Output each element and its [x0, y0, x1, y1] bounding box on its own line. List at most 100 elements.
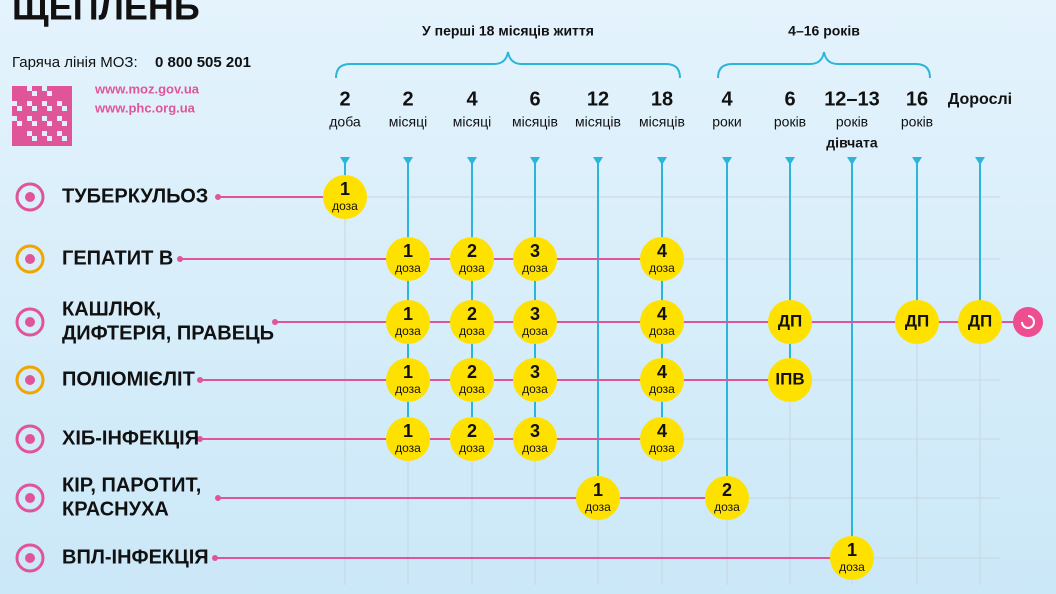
dose-number: 2: [722, 480, 732, 500]
qr-cell: [52, 91, 57, 96]
qr-cell: [12, 91, 17, 96]
dose-unit: доза: [332, 199, 358, 213]
dose-unit: доза: [585, 500, 611, 514]
qr-cell: [32, 141, 37, 146]
disease-icon: [25, 434, 35, 444]
qr-cell: [32, 86, 37, 91]
qr-cell: [27, 106, 32, 111]
qr-cell: [67, 111, 72, 116]
dose-unit: доза: [395, 382, 421, 396]
qr-cell: [47, 96, 52, 101]
disease-icon: [25, 493, 35, 503]
dose-circle: [513, 237, 557, 281]
dose-circle: [386, 237, 430, 281]
qr-cell: [52, 136, 57, 141]
qr-cell: [47, 126, 52, 131]
qr-cell: [37, 126, 42, 131]
column-number: Дорослі: [948, 91, 1012, 108]
dose-unit: доза: [522, 324, 548, 338]
continue-icon: [1013, 307, 1043, 337]
dose-number: 1: [403, 362, 413, 382]
dose-circle: [640, 417, 684, 461]
qr-cell: [52, 111, 57, 116]
disease-icon: [15, 543, 45, 573]
disease-label: ПОЛІОМІЄЛІТ: [62, 368, 195, 390]
qr-cell: [42, 91, 47, 96]
column-number: 6: [529, 88, 540, 110]
link[interactable]: www.phc.org.ua: [94, 100, 196, 115]
dose-label: ІПВ: [775, 369, 804, 388]
dose-circle: [576, 476, 620, 520]
qr-cell: [67, 101, 72, 106]
dose-unit: доза: [395, 441, 421, 455]
column-number: 2: [339, 88, 350, 110]
row-start: [212, 555, 218, 561]
row-start: [215, 495, 221, 501]
column-marker: [340, 157, 350, 165]
qr-cell: [27, 96, 32, 101]
qr-cell: [67, 116, 72, 121]
qr-cell: [42, 126, 47, 131]
dose-unit: доза: [649, 441, 675, 455]
column-number: 16: [906, 88, 928, 110]
disease-icon: [15, 365, 45, 395]
qr-cell: [27, 121, 32, 126]
qr-cell: [22, 96, 27, 101]
qr-cell: [37, 121, 42, 126]
dose-circle: [768, 300, 812, 344]
dose-circle: [450, 417, 494, 461]
dose-circle: [450, 358, 494, 402]
dose-number: 3: [530, 421, 540, 441]
column-number: 12–13: [824, 88, 880, 110]
dose-circle: [705, 476, 749, 520]
qr-cell: [12, 121, 17, 126]
qr-cell: [32, 131, 37, 136]
dose-circle: [895, 300, 939, 344]
dose-circle: [513, 417, 557, 461]
qr-cell: [27, 141, 32, 146]
qr-cell: [37, 91, 42, 96]
dose-number: 1: [403, 304, 413, 324]
row-start: [197, 377, 203, 383]
qr-cell: [32, 101, 37, 106]
qr-cell: [67, 86, 72, 91]
dose-number: 2: [467, 362, 477, 382]
dose-circle: [450, 300, 494, 344]
qr-cell: [47, 116, 52, 121]
qr-cell: [67, 96, 72, 101]
qr-cell: [12, 141, 17, 146]
qr-cell: [57, 106, 62, 111]
qr-cell: [37, 86, 42, 91]
dose-circle: [640, 237, 684, 281]
qr-cell: [12, 136, 17, 141]
qr-cell: [17, 111, 22, 116]
disease-label: ГЕПАТИТ В: [62, 247, 173, 269]
column-number: 4: [466, 88, 478, 110]
qr-cell: [62, 116, 67, 121]
group-label: У перші 18 місяців життя: [422, 23, 594, 39]
column-marker: [975, 157, 985, 165]
qr-cell: [32, 126, 37, 131]
qr-cell: [57, 136, 62, 141]
qr-cell: [62, 101, 67, 106]
qr-cell: [37, 131, 42, 136]
column-unit: років: [836, 114, 868, 130]
column-marker: [847, 157, 857, 165]
qr-cell: [27, 126, 32, 131]
qr-cell: [22, 86, 27, 91]
dose-number: 2: [467, 304, 477, 324]
dose-unit: доза: [839, 560, 865, 574]
qr-cell: [62, 91, 67, 96]
qr-cell: [52, 96, 57, 101]
qr-cell: [52, 126, 57, 131]
qr-cell: [42, 121, 47, 126]
qr-cell: [52, 116, 57, 121]
qr-cell: [67, 121, 72, 126]
column-marker: [912, 157, 922, 165]
link[interactable]: www.moz.gov.ua: [94, 81, 200, 96]
row-start: [272, 319, 278, 325]
qr-cell: [12, 96, 17, 101]
dose-circle: [640, 358, 684, 402]
qr-cell: [57, 86, 62, 91]
